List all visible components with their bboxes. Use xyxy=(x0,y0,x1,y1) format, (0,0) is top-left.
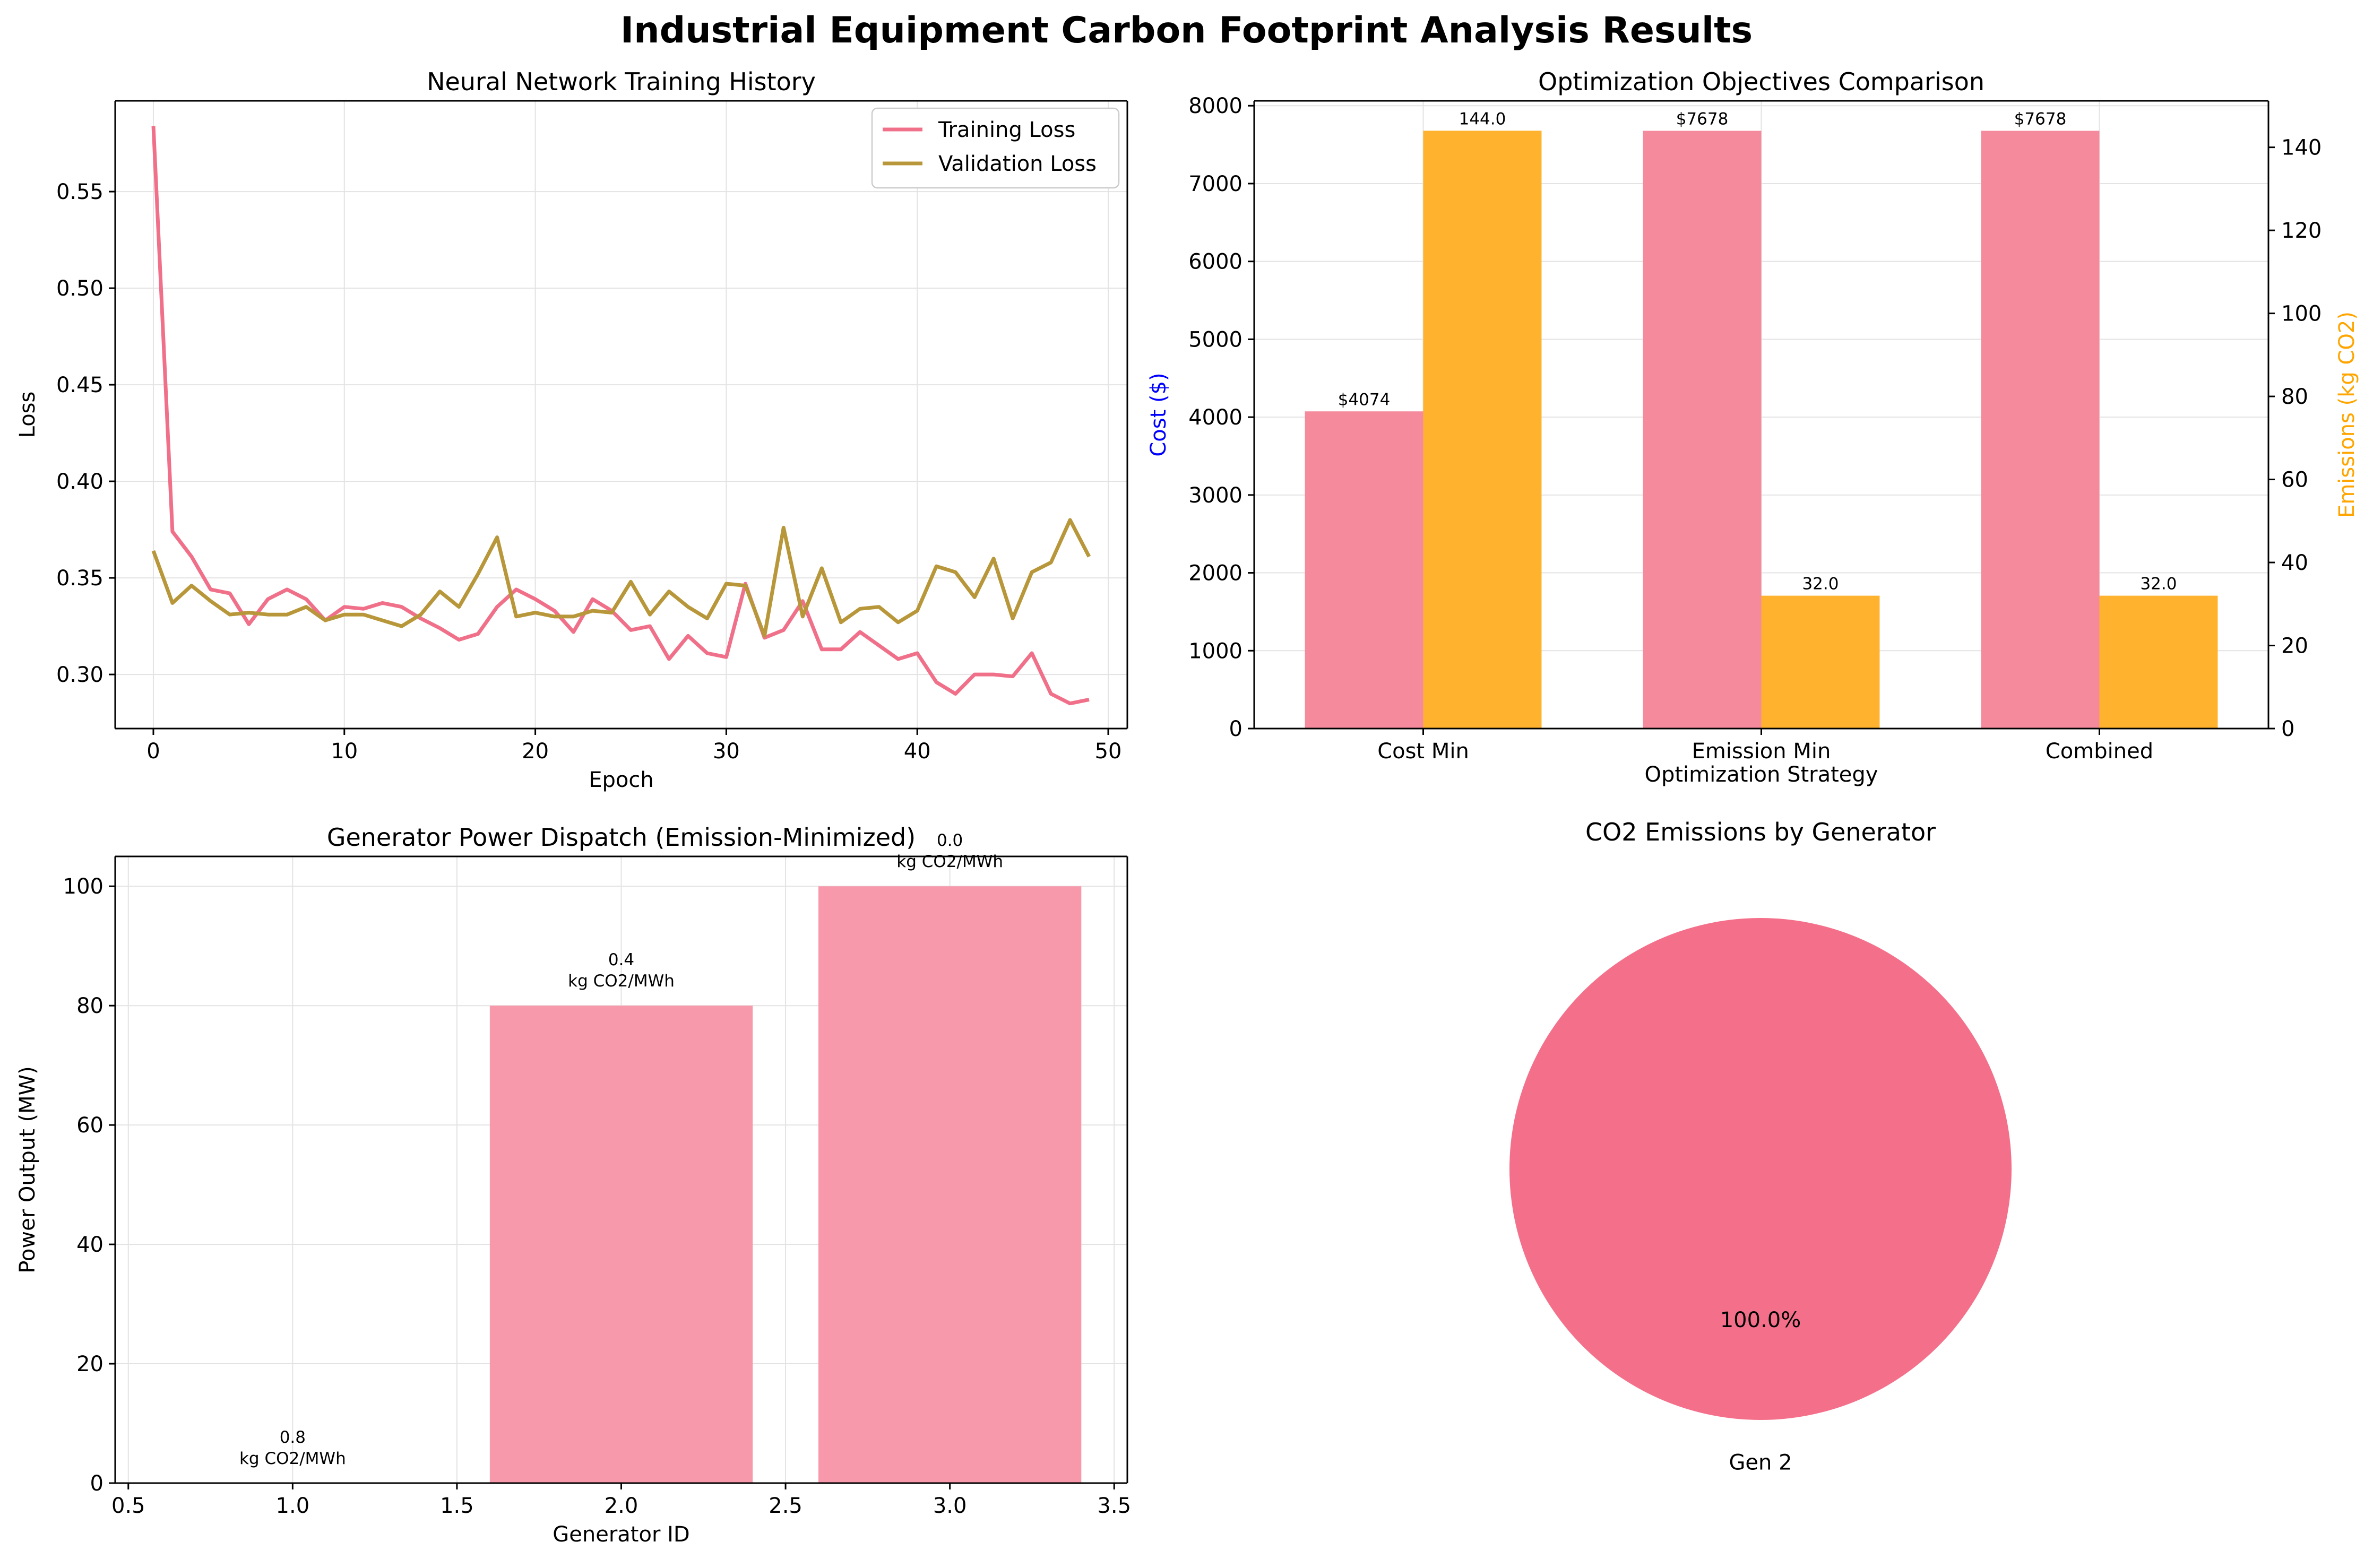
y-tick-label: 40 xyxy=(76,1233,103,1257)
chart-title: Optimization Objectives Comparison xyxy=(1538,67,1984,96)
y-axis-label: Loss xyxy=(15,392,40,438)
y-tick-label: 0 xyxy=(1229,717,1242,741)
emissions-pie-panel: CO2 Emissions by Generator 100.0% Gen 2 xyxy=(1509,818,2012,1475)
y-tick-label: 6000 xyxy=(1188,250,1242,274)
y-tick-label: 60 xyxy=(76,1113,103,1138)
y-right-tick-label: 0 xyxy=(2281,717,2294,741)
x-axis-label: Optimization Strategy xyxy=(1645,763,1878,787)
series-line-validation-loss xyxy=(151,518,1091,638)
x-axis-label: Epoch xyxy=(589,768,653,792)
cost-bar xyxy=(1305,411,1423,729)
y-tick-label: 0.55 xyxy=(56,180,103,204)
optimization-comparison-panel: 0 1000 2000 3000 4000 5000 6000 7000 8000 0 20 40 60… xyxy=(1146,67,2359,787)
power-bar xyxy=(818,886,1082,1483)
x-axis-label: Generator ID xyxy=(553,1522,689,1547)
emission-bar xyxy=(2099,595,2218,729)
bar-label-unit: kg CO2/MWh xyxy=(568,972,675,991)
y-axis-label: Cost ($) xyxy=(1146,372,1171,456)
training-history-panel: 0 10 20 30 40 50 0.30 0.35 0.40 0.45 0.50 0.55 Neura… xyxy=(15,67,1128,792)
x-tick-label: Combined xyxy=(2046,739,2153,764)
emission-bar-label: 32.0 xyxy=(1802,575,1839,594)
y-tick-label: 80 xyxy=(76,994,103,1018)
power-bar xyxy=(489,1006,753,1483)
x-tick-label: 20 xyxy=(522,739,549,764)
x-tick-label: Emission Min xyxy=(1692,739,1831,764)
x-tick-label: Cost Min xyxy=(1377,739,1469,764)
bar-label-unit: kg CO2/MWh xyxy=(896,852,1003,871)
y-right-tick-label: 20 xyxy=(2281,634,2308,659)
x-tick-label: 30 xyxy=(713,739,740,764)
y-tick-label: 0.30 xyxy=(56,663,103,687)
y-right-tick-label: 100 xyxy=(2281,302,2322,326)
bar-label-value: 0.0 xyxy=(937,831,963,850)
y-axis-label: Power Output (MW) xyxy=(15,1066,40,1274)
x-tick-label: 2.0 xyxy=(605,1494,638,1518)
bar-label-unit: kg CO2/MWh xyxy=(239,1449,346,1468)
y-right-tick-label: 40 xyxy=(2281,551,2308,575)
chart-title: Generator Power Dispatch (Emission-Minim… xyxy=(327,823,916,852)
y-tick-label: 0 xyxy=(90,1471,103,1496)
x-tick-label: 2.5 xyxy=(769,1494,802,1518)
y-tick-label: 0.40 xyxy=(56,470,103,494)
series-line-training-loss xyxy=(151,126,1090,706)
pie-slice xyxy=(1509,918,2012,1420)
x-tick-label: 1.5 xyxy=(440,1494,474,1518)
x-tick-label: 1.0 xyxy=(276,1494,310,1518)
y-tick-label: 4000 xyxy=(1188,405,1242,430)
legend-label: Validation Loss xyxy=(938,152,1097,176)
plot-area xyxy=(115,101,1127,729)
cost-bar xyxy=(1643,131,1762,729)
y-right-tick-label: 60 xyxy=(2281,468,2308,492)
emission-bar-label: 144.0 xyxy=(1459,109,1506,128)
y-tick-label: 7000 xyxy=(1188,172,1242,196)
x-tick-label: 10 xyxy=(331,739,358,764)
x-tick-label: 40 xyxy=(904,739,931,764)
legend-label: Training Loss xyxy=(938,118,1075,142)
x-tick-label: 3.5 xyxy=(1097,1494,1131,1518)
y-right-axis-label: Emissions (kg CO2) xyxy=(2335,311,2359,518)
cost-bar-label: $7678 xyxy=(2014,109,2067,128)
cost-bar-label: $7678 xyxy=(1676,109,1729,128)
pie-slice-label: Gen 2 xyxy=(1729,1450,1792,1475)
x-tick-label: 0 xyxy=(146,739,160,764)
x-tick-label: 3.0 xyxy=(933,1494,967,1518)
generator-dispatch-panel: 0.5 1.0 1.5 2.0 2.5 3.0 3.5 0 20 40 60 80 100 0.8 kg C… xyxy=(15,823,1131,1547)
emission-bar-label: 32.0 xyxy=(2140,575,2177,594)
y-tick-label: 100 xyxy=(63,874,103,899)
y-tick-label: 3000 xyxy=(1188,483,1242,508)
x-tick-label: 50 xyxy=(1095,739,1122,764)
bar-label-value: 0.8 xyxy=(280,1428,306,1447)
y-tick-label: 20 xyxy=(76,1352,103,1376)
emission-bar xyxy=(1423,131,1542,729)
y-tick-label: 0.35 xyxy=(56,566,103,591)
cost-bar-label: $4074 xyxy=(1338,390,1391,409)
y-right-tick-label: 120 xyxy=(2281,219,2322,243)
pie-pct-label: 100.0% xyxy=(1720,1308,1801,1332)
y-right-tick-label: 80 xyxy=(2281,385,2308,409)
y-tick-label: 0.45 xyxy=(56,373,103,397)
chart-title: CO2 Emissions by Generator xyxy=(1585,818,1936,846)
x-tick-label: 0.5 xyxy=(111,1494,145,1518)
figure-title: Industrial Equipment Carbon Footprint An… xyxy=(620,10,1753,51)
cost-bar xyxy=(1981,131,2100,729)
y-tick-label: 8000 xyxy=(1188,94,1242,118)
y-tick-label: 0.50 xyxy=(56,276,103,301)
bar-label-value: 0.4 xyxy=(608,950,634,969)
y-tick-label: 2000 xyxy=(1188,561,1242,586)
y-right-tick-label: 140 xyxy=(2281,136,2322,160)
legend-box xyxy=(871,107,1120,189)
y-tick-label: 1000 xyxy=(1188,639,1242,663)
y-tick-label: 5000 xyxy=(1188,327,1242,352)
emission-bar xyxy=(1761,595,1880,729)
chart-title: Neural Network Training History xyxy=(427,67,816,96)
